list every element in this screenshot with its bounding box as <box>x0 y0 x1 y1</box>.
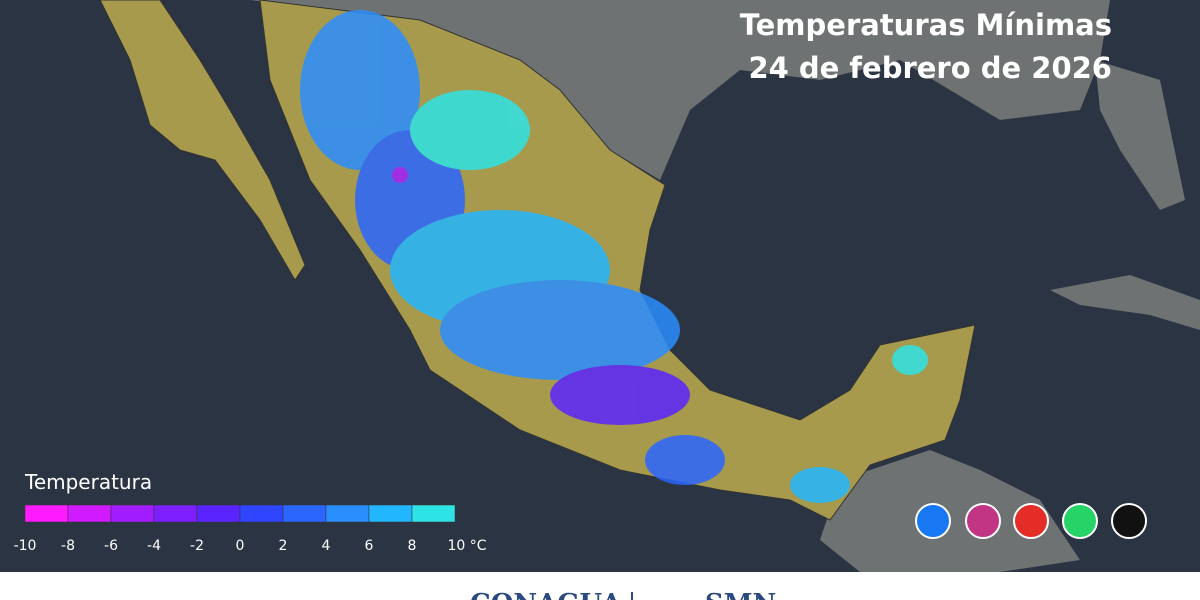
legend-tick: 2 <box>279 538 288 554</box>
title-line: 24 de febrero de 2026 <box>748 51 1112 85</box>
legend-title: Temperatura <box>24 470 152 494</box>
legend-tick: 8 <box>408 538 417 554</box>
land-central-america <box>820 450 1080 572</box>
footer-logo: CONAGUA <box>470 589 622 600</box>
facebook-icon[interactable] <box>915 503 951 539</box>
legend-tick: -2 <box>190 538 204 554</box>
whatsapp-icon[interactable] <box>1062 503 1098 539</box>
legend-swatch <box>110 504 155 523</box>
land-baja <box>99 0 306 281</box>
legend-swatch <box>153 504 198 523</box>
legend-swatch <box>282 504 327 523</box>
social-icons <box>915 503 1147 539</box>
legend-swatch <box>325 504 370 523</box>
legend-tick: -4 <box>147 538 161 554</box>
title-line: Temperaturas Mínimas <box>740 8 1112 42</box>
x-icon[interactable] <box>1111 503 1147 539</box>
legend-swatch <box>196 504 241 523</box>
legend-tick: 0 <box>236 538 245 554</box>
temperature-field <box>300 10 928 503</box>
legend: -10 -8 -6 -4 -2 0 2 4 6 8 10 °C <box>14 504 487 554</box>
legend-tick: -6 <box>104 538 118 554</box>
legend-swatch <box>368 504 413 523</box>
youtube-icon[interactable] <box>1013 503 1049 539</box>
legend-tick: 4 <box>322 538 331 554</box>
legend-tick: 10 °C <box>447 538 486 554</box>
legend-swatch <box>24 504 69 523</box>
legend-tick: 6 <box>365 538 374 554</box>
legend-swatch <box>239 504 284 523</box>
land-cuba <box>1050 275 1200 330</box>
legend-tick: -10 <box>14 538 37 554</box>
footer <box>0 572 1200 600</box>
legend-swatch <box>67 504 112 523</box>
footer-logo: SMN <box>705 589 776 600</box>
land-florida <box>1095 60 1185 210</box>
legend-tick: -8 <box>61 538 75 554</box>
legend-swatch <box>411 504 456 523</box>
instagram-icon[interactable] <box>965 503 1001 539</box>
land-usa <box>250 0 1110 180</box>
